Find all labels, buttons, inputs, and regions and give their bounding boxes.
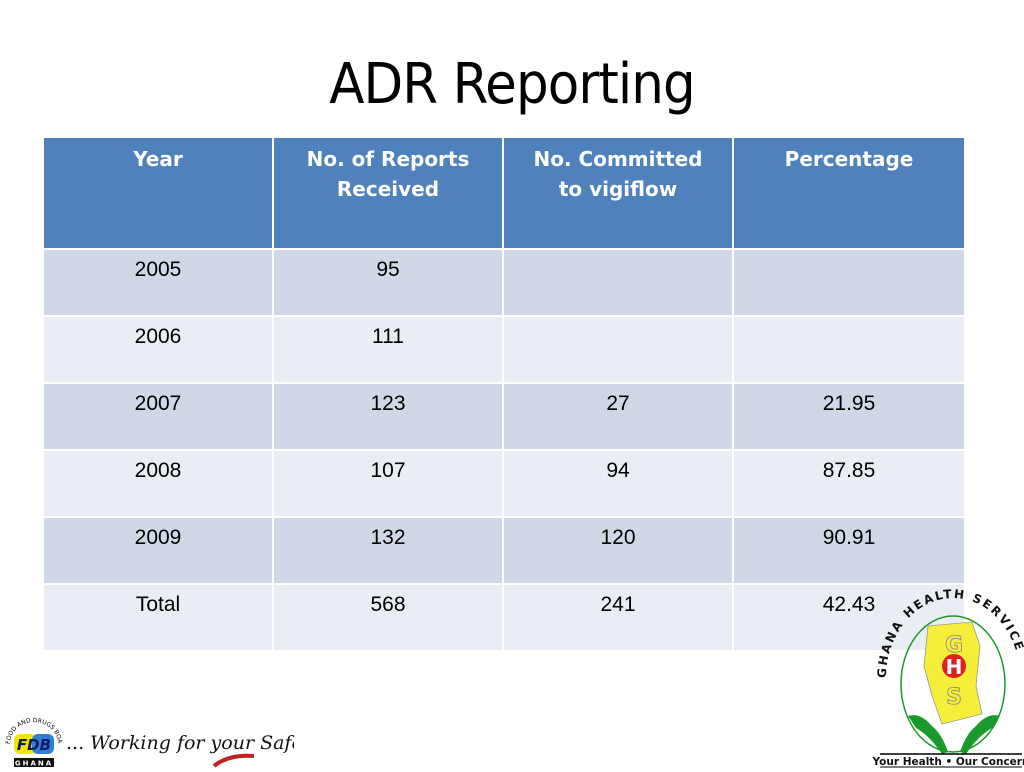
- table-header-row: Year No. of Reports Received No. Committe…: [42, 136, 966, 250]
- cell-percentage: [732, 248, 966, 317]
- adr-table: Year No. of Reports Received No. Committe…: [42, 136, 966, 652]
- cell-committed: 27: [502, 382, 734, 451]
- svg-text:Your Health • Our Concern: Your Health • Our Concern: [872, 756, 1024, 768]
- fdb-emblem-icon: FOOD AND DRUGS BOARD FDB GHANA ... Worki…: [2, 711, 329, 768]
- cell-percentage: [732, 315, 966, 384]
- cell-committed: 241: [502, 583, 734, 652]
- cell-received: 132: [272, 516, 504, 585]
- cell-committed: 94: [502, 449, 734, 518]
- cell-percentage: 87.85: [732, 449, 966, 518]
- slide-title: ADR Reporting: [329, 52, 696, 117]
- ghs-logo: GHANA HEALTH SERVICE G H S Your Health •…: [872, 586, 1024, 768]
- header-reports-received: No. of Reports Received: [272, 136, 504, 250]
- header-percentage: Percentage: [732, 136, 966, 250]
- cell-year: 2005: [42, 248, 274, 317]
- cell-committed: [502, 248, 734, 317]
- cell-received: 568: [272, 583, 504, 652]
- cell-percentage: 21.95: [732, 382, 966, 451]
- cell-year: 2009: [42, 516, 274, 585]
- table-row: 2008 107 94 87.85: [42, 449, 966, 518]
- cell-percentage: 42.43: [732, 583, 966, 652]
- header-year: Year: [42, 136, 274, 250]
- cell-committed: 120: [502, 516, 734, 585]
- table-row: 2006 111: [42, 315, 966, 384]
- cell-year: 2007: [42, 382, 274, 451]
- svg-text:GHANA: GHANA: [15, 760, 53, 768]
- cell-received: 107: [272, 449, 504, 518]
- table-row: 2009 132 120 90.91: [42, 516, 966, 585]
- fdb-logo: FOOD AND DRUGS BOARD FDB GHANA ... Worki…: [2, 711, 329, 768]
- cell-committed: [502, 315, 734, 384]
- svg-text:H: H: [946, 655, 963, 679]
- ghs-emblem-icon: GHANA HEALTH SERVICE G H S Your Health •…: [872, 587, 1024, 768]
- svg-text:... Working for your Safety!: ... Working for your Safety!: [66, 732, 294, 754]
- table-row: 2007 123 27 21.95: [42, 382, 966, 451]
- cell-received: 95: [272, 248, 504, 317]
- cell-percentage: 90.91: [732, 516, 966, 585]
- svg-text:S: S: [946, 685, 962, 710]
- cell-received: 123: [272, 382, 504, 451]
- table-row-total: Total 568 241 42.43: [42, 583, 966, 652]
- header-committed-vigiflow: No. Committed to vigiflow: [502, 136, 734, 250]
- table-row: 2005 95: [42, 248, 966, 317]
- cell-year: 2008: [42, 449, 274, 518]
- cell-year: 2006: [42, 315, 274, 384]
- cell-received: 111: [272, 315, 504, 384]
- cell-year: Total: [42, 583, 274, 652]
- svg-text:G: G: [945, 633, 963, 658]
- svg-text:FDB: FDB: [17, 736, 51, 754]
